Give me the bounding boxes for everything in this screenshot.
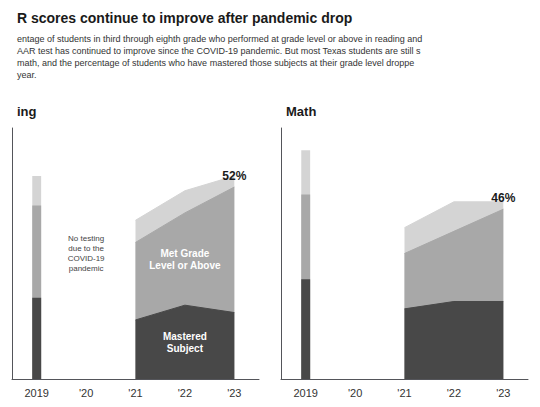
svg-text:52%: 52% — [222, 169, 246, 183]
svg-text:46%: 46% — [491, 191, 515, 205]
svg-text:'23: '23 — [496, 387, 510, 399]
svg-text:'21: '21 — [397, 387, 411, 399]
svg-text:ing: ing — [17, 104, 37, 119]
svg-text:COVID-19: COVID-19 — [68, 254, 105, 263]
svg-text:'22: '22 — [447, 387, 461, 399]
svg-text:pandemic: pandemic — [69, 264, 104, 273]
svg-text:2019: 2019 — [293, 387, 317, 399]
svg-text:AAR test has continued to impr: AAR test has continued to improve since … — [17, 46, 421, 56]
svg-text:'20: '20 — [79, 387, 93, 399]
svg-text:'23: '23 — [227, 387, 241, 399]
svg-text:Subject: Subject — [167, 343, 204, 354]
svg-text:'21: '21 — [128, 387, 142, 399]
svg-text:Met Grade: Met Grade — [160, 248, 209, 259]
svg-text:entage of students in third th: entage of students in third through eigh… — [17, 34, 422, 44]
svg-text:R scores continue to improve a: R scores continue to improve after pande… — [17, 10, 352, 26]
svg-text:'22: '22 — [178, 387, 192, 399]
svg-text:Mastered: Mastered — [163, 331, 207, 342]
svg-text:math, and the percentage of st: math, and the percentage of students who… — [17, 58, 414, 68]
svg-text:'20: '20 — [348, 387, 362, 399]
svg-text:due to the: due to the — [68, 244, 104, 253]
svg-text:No testing: No testing — [68, 234, 104, 243]
svg-text:year.: year. — [17, 70, 37, 80]
svg-text:2019: 2019 — [24, 387, 48, 399]
svg-text:Level or Above: Level or Above — [149, 260, 221, 271]
svg-text:Math: Math — [286, 104, 316, 119]
